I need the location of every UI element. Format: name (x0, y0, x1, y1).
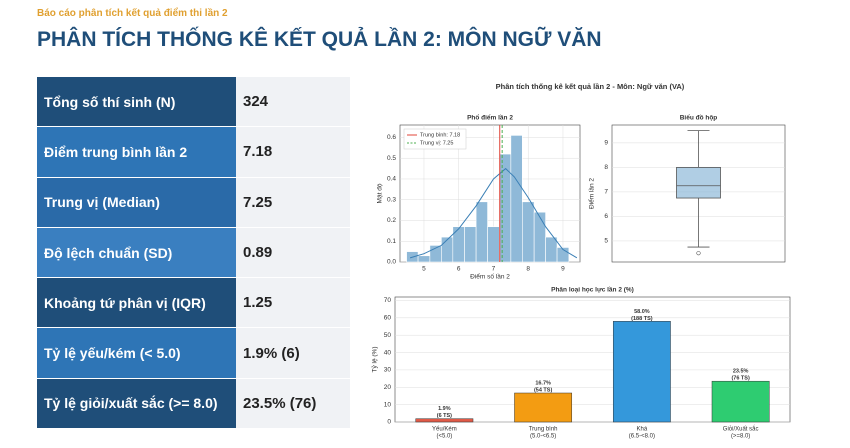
x-tick-label: Khá (637, 427, 648, 433)
hist-bar (464, 226, 477, 263)
y-tick-label: 9 (604, 140, 608, 147)
hist-bar (533, 211, 546, 263)
y-tick-label: 30 (384, 367, 392, 374)
table-row: Khoảng tứ phân vị (IQR) 1.25 (37, 278, 350, 329)
stat-label: Độ lệch chuẩn (SD) (37, 227, 236, 278)
x-tick-label: 9 (561, 266, 565, 273)
table-row: Trung vị (Median) 7.25 (37, 177, 350, 228)
x-axis-label: Điểm số lần 2 (470, 272, 510, 281)
hist-bar (487, 226, 500, 263)
value-label: 23.5% (733, 369, 749, 375)
y-axis-label: Mật độ (377, 183, 384, 203)
x-tick-label: (>=8.0) (731, 434, 750, 440)
hist-bar (522, 201, 535, 263)
y-tick-label: 6 (604, 213, 608, 220)
bar (612, 321, 671, 423)
hist-bar (417, 255, 431, 263)
y-tick-label: 0.3 (387, 196, 396, 203)
legend-label: Trung vị: 7.25 (420, 140, 453, 146)
table-row: Độ lệch chuẩn (SD) 0.89 (37, 227, 350, 279)
legend-box (403, 128, 467, 150)
y-tick-label: 0.5 (387, 155, 396, 162)
y-tick-label: 10 (384, 401, 392, 408)
hist-bar (475, 201, 488, 263)
y-axis-label: Điểm lần 2 (587, 178, 596, 209)
y-tick-label: 5 (604, 238, 608, 245)
y-tick-label: 0.4 (387, 176, 396, 183)
title: PHÂN TÍCH THỐNG KÊ KẾT QUẢ LẦN 2: MÔN NG… (37, 28, 602, 51)
x-tick-label: Trung bình (529, 427, 558, 433)
figure-title: Phân tích thống kê kết quả lần 2 - Môn: … (496, 82, 685, 91)
hist-bar (556, 247, 570, 263)
stat-value: 1.9% (6) (243, 344, 300, 362)
table-row: Điểm trung bình lần 2 7.18 (37, 127, 350, 178)
stat-value: 0.89 (243, 244, 273, 262)
stat-value: 7.18 (243, 143, 273, 161)
y-tick-label: 40 (384, 349, 392, 356)
x-tick-label: 5 (422, 266, 426, 273)
bar (711, 380, 770, 423)
hist-bar (441, 236, 454, 263)
stat-label: Tỷ lệ giỏi/xuất sắc (>= 8.0) (37, 378, 236, 429)
hist-bar (545, 236, 558, 263)
table-row: Tổng số thí sinh (N) 324 (37, 77, 350, 128)
stat-label: Tỷ lệ yếu/kém (< 5.0) (37, 328, 236, 378)
x-tick-label: (6.5-<8.0) (629, 434, 655, 440)
y-tick-label: 8 (604, 164, 608, 171)
stat-value: 1.25 (243, 294, 273, 312)
x-tick-label: (<5.0) (436, 434, 452, 440)
hist-bar (499, 153, 512, 263)
y-tick-label: 20 (384, 384, 392, 391)
value-label: (54 TS) (534, 387, 553, 393)
stat-label: Điểm trung bình lần 2 (37, 127, 236, 177)
bar (514, 392, 573, 423)
y-tick-label: 0.2 (387, 217, 396, 224)
stat-value: 324 (243, 93, 269, 111)
bar (415, 418, 474, 423)
y-tick-label: 7 (604, 189, 608, 196)
hist-bar (452, 226, 465, 263)
x-tick-label: 8 (526, 266, 530, 273)
y-axis-label: Tỷ lệ (%) (372, 347, 379, 373)
stat-value: 23.5% (76) (243, 394, 317, 412)
plot-title: Biểu đồ hộp (680, 113, 718, 122)
subtitle: Báo cáo phân tích kết quả điểm thi lần 2 (37, 8, 228, 19)
value-label: 16.7% (535, 380, 551, 386)
x-tick-label: Giỏi/Xuất sắc (723, 426, 759, 433)
box (676, 166, 721, 199)
y-tick-label: 50 (384, 332, 392, 339)
plot-title: Phổ điểm lần 2 (467, 113, 513, 122)
value-label: 58.0% (634, 309, 650, 315)
x-tick-label: Yếu/Kém (432, 427, 457, 433)
legend-label: Trung bình: 7.18 (420, 132, 460, 138)
x-tick-label: (5.0-<6.5) (530, 434, 556, 440)
stat-label: Tổng số thí sinh (N) (37, 77, 236, 127)
value-label: 1.9% (438, 406, 451, 412)
stats-table: Tổng số thí sinh (N) 324 Điểm trung bình l… (37, 77, 350, 430)
x-tick-label: 7 (492, 266, 496, 273)
table-row: Tỷ lệ yếu/kém (< 5.0) 1.9% (6) (37, 328, 350, 379)
y-tick-label: 0.6 (387, 134, 396, 141)
value-label: (76 TS) (731, 376, 750, 382)
stat-label: Trung vị (Median) (37, 177, 236, 227)
plot-title: Phân loại học lực lần 2 (%) (551, 285, 634, 294)
table-row: Tỷ lệ giỏi/xuất sắc (>= 8.0) 23.5% (76) (37, 378, 350, 430)
stat-value: 7.25 (243, 193, 273, 211)
x-tick-label: 6 (457, 266, 461, 273)
y-tick-label: 0 (387, 419, 391, 426)
hist-bar (510, 135, 523, 263)
value-label: (6 TS) (437, 413, 452, 419)
y-tick-label: 60 (384, 315, 392, 322)
y-tick-label: 0.0 (387, 259, 396, 266)
y-tick-label: 0.1 (387, 238, 396, 245)
y-tick-label: 70 (384, 297, 392, 304)
value-label: (188 TS) (631, 316, 653, 322)
stat-label: Khoảng tứ phân vị (IQR) (37, 278, 236, 328)
outlier (696, 251, 701, 256)
